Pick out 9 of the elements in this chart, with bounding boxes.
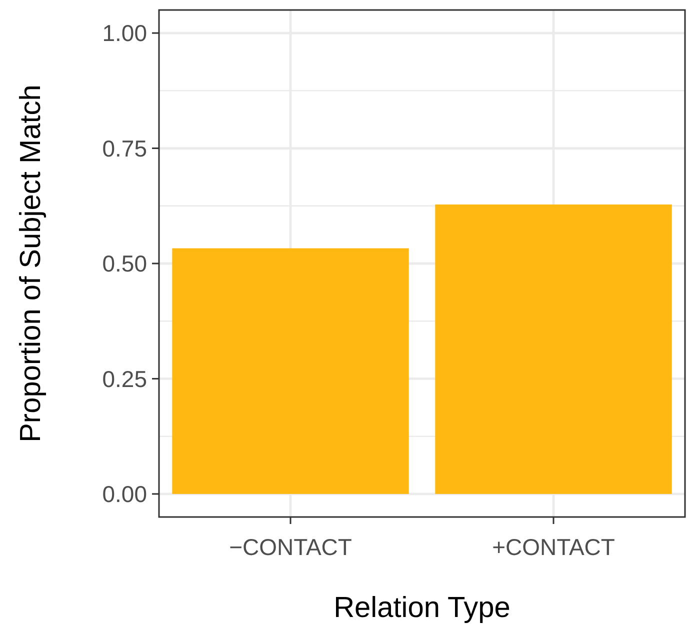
y-tick-label: 0.75 (102, 135, 147, 162)
x-axis-title: Relation Type (334, 592, 510, 624)
y-tick-label: 1.00 (102, 20, 147, 46)
y-tick-label: 0.00 (102, 481, 147, 508)
y-tick-label: 0.50 (102, 250, 147, 277)
y-axis-title: Proportion of Subject Match (15, 84, 47, 442)
x-tick-label: +CONTACT (492, 534, 615, 560)
x-tick-label: −CONTACT (229, 534, 352, 560)
y-tick-label: 0.25 (102, 366, 147, 392)
